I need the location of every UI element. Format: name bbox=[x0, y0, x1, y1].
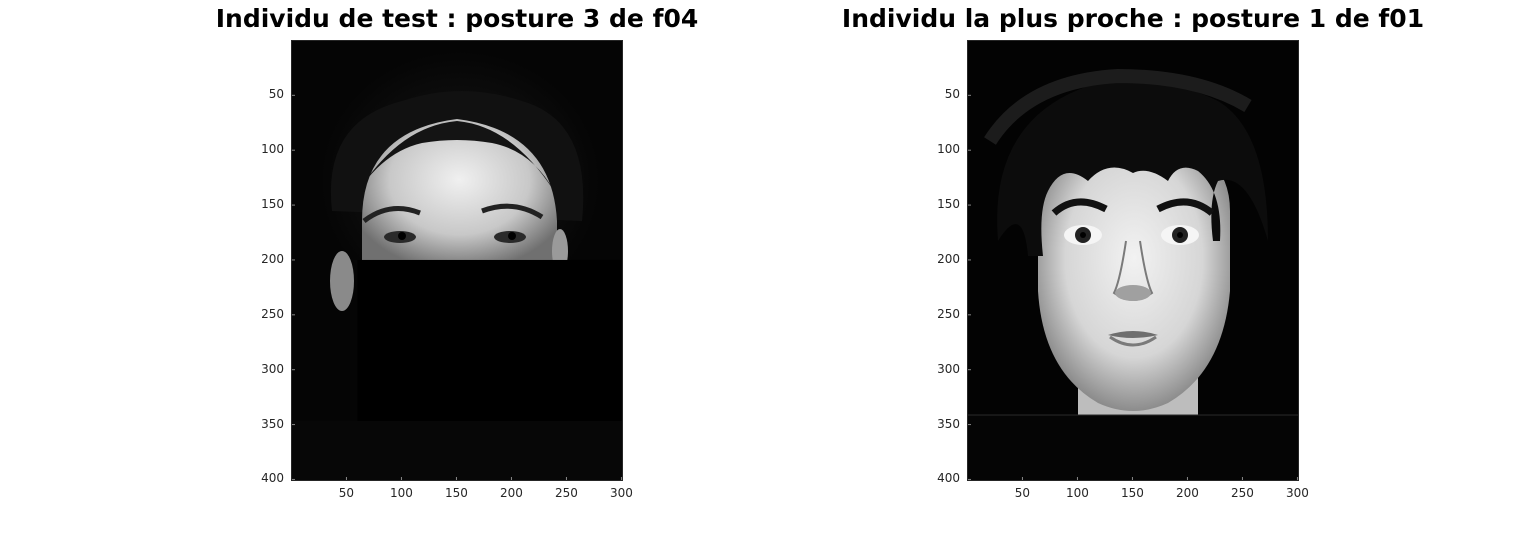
x-tick-label: 300 bbox=[1285, 486, 1309, 500]
y-tick-label: 200 bbox=[937, 251, 960, 266]
x-tick-label: 250 bbox=[554, 486, 578, 500]
x-tick-label: 50 bbox=[1014, 486, 1031, 500]
y-tick-label: 50 bbox=[268, 87, 284, 102]
y-tick-label: 150 bbox=[937, 197, 960, 212]
x-tick-label: 150 bbox=[444, 486, 468, 500]
face-image-test bbox=[292, 41, 622, 480]
y-tick-label: 400 bbox=[261, 471, 284, 486]
y-tick-label: 100 bbox=[937, 142, 960, 157]
y-tick-label: 150 bbox=[261, 197, 284, 212]
y-tick-label: 300 bbox=[261, 361, 284, 376]
y-tick-label: 350 bbox=[261, 416, 284, 431]
mask-rectangle bbox=[357, 259, 622, 425]
x-tick-label: 300 bbox=[609, 486, 633, 500]
y-tick-label: 350 bbox=[937, 416, 960, 431]
x-tick-label: 50 bbox=[338, 486, 355, 500]
x-tick-label: 100 bbox=[1065, 486, 1089, 500]
y-tick-label: 100 bbox=[261, 142, 284, 157]
subplot-title: Individu de test : posture 3 de f04 bbox=[215, 4, 699, 33]
y-tick-label: 200 bbox=[261, 251, 284, 266]
x-tick-label: 250 bbox=[1230, 486, 1254, 500]
face-image-nearest bbox=[968, 41, 1298, 480]
y-tick-label: 400 bbox=[937, 471, 960, 486]
x-tick-label: 150 bbox=[1120, 486, 1144, 500]
subplot-nearest: Individu la plus proche : posture 1 de f… bbox=[676, 0, 1436, 540]
x-tick-label: 100 bbox=[389, 486, 413, 500]
x-tick-label: 200 bbox=[499, 486, 523, 500]
y-tick-label: 250 bbox=[261, 306, 284, 321]
x-tick-label: 200 bbox=[1175, 486, 1199, 500]
y-tick-label: 50 bbox=[944, 87, 960, 102]
subplot-title: Individu la plus proche : posture 1 de f… bbox=[841, 4, 1425, 33]
image-axes bbox=[291, 40, 623, 481]
y-tick-label: 250 bbox=[937, 306, 960, 321]
image-axes bbox=[967, 40, 1299, 481]
y-tick-label: 300 bbox=[937, 361, 960, 376]
subplot-test: Individu de test : posture 3 de f04 bbox=[0, 0, 760, 540]
